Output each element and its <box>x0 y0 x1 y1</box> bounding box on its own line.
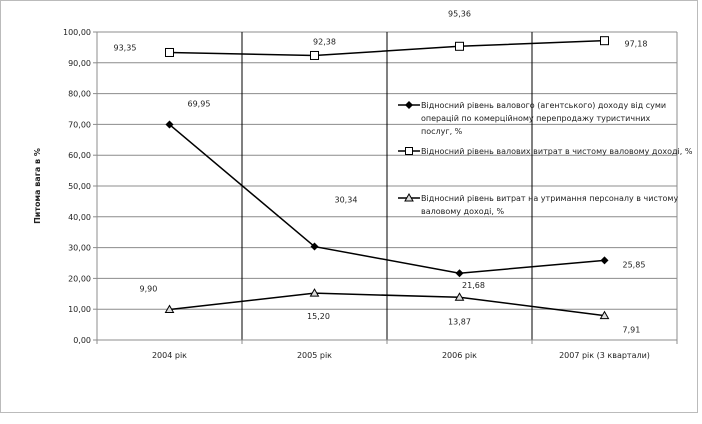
data-label: 30,34 <box>335 196 358 205</box>
data-point-square <box>165 47 174 57</box>
x-tick-label: 2004 рік <box>152 351 187 360</box>
data-label: 15,20 <box>307 312 330 321</box>
y-tick-label: 70,00 <box>68 120 91 129</box>
legend-label-1: Відносний рівень валового (агентського) … <box>421 101 667 136</box>
series-line-3 <box>169 292 605 317</box>
data-label: 92,38 <box>313 37 336 46</box>
data-label: 95,36 <box>448 9 471 18</box>
data-point-square <box>310 50 319 60</box>
data-label: 9,90 <box>140 285 158 294</box>
legend-marker-diamond-icon <box>398 99 420 115</box>
x-tick-label: 2005 рік <box>297 351 332 360</box>
data-point-square <box>455 41 464 51</box>
y-tick-label: 0,00 <box>73 336 91 345</box>
legend-item-2: Відносний рівень валових витрат в чистом… <box>398 145 698 158</box>
data-label: 25,85 <box>623 260 646 269</box>
data-point-diamond <box>600 256 609 265</box>
y-tick-label: 10,00 <box>68 305 91 314</box>
series-line-1 <box>169 123 605 274</box>
data-point-square <box>600 36 609 46</box>
y-tick-label: 30,00 <box>68 244 91 253</box>
data-point-diamond <box>165 120 174 129</box>
data-point-triangle <box>309 288 320 297</box>
data-label: 93,35 <box>114 43 137 52</box>
data-label: 21,68 <box>462 281 485 290</box>
y-tick-label: 40,00 <box>68 213 91 222</box>
x-tick-label: 2006 рік <box>442 351 477 360</box>
y-tick-label: 80,00 <box>68 90 91 99</box>
legend-marker-square-icon <box>398 145 420 161</box>
y-tick-label: 60,00 <box>68 151 91 160</box>
data-point-diamond <box>310 242 319 251</box>
data-point-triangle <box>454 292 465 301</box>
x-tick-label: 2007 рік (3 квартали) <box>559 351 650 360</box>
legend-item-3: Відносний рівень витрат на утримання пер… <box>398 192 683 218</box>
legend-label-3: Відносний рівень витрат на утримання пер… <box>421 194 679 216</box>
data-point-diamond <box>455 269 464 278</box>
data-point-triangle <box>164 304 175 314</box>
legend-label-2: Відносний рівень валових витрат в чистом… <box>421 147 693 156</box>
data-label: 69,95 <box>188 100 211 109</box>
data-point-triangle <box>599 310 610 320</box>
legend-item-1: Відносний рівень валового (агентського) … <box>398 99 683 138</box>
data-label: 7,91 <box>623 326 641 335</box>
y-tick-label: 20,00 <box>68 274 91 283</box>
y-tick-label: 50,00 <box>68 182 91 191</box>
data-label: 13,87 <box>448 317 471 326</box>
legend-marker-triangle-icon <box>398 192 420 208</box>
series-line-2 <box>169 39 605 57</box>
y-tick-label: 100,00 <box>63 28 91 37</box>
chart-border <box>0 0 698 413</box>
y-tick-label: 90,00 <box>68 59 91 68</box>
data-label: 97,18 <box>625 40 648 49</box>
y-axis-label: Питома вага в % <box>33 148 42 224</box>
